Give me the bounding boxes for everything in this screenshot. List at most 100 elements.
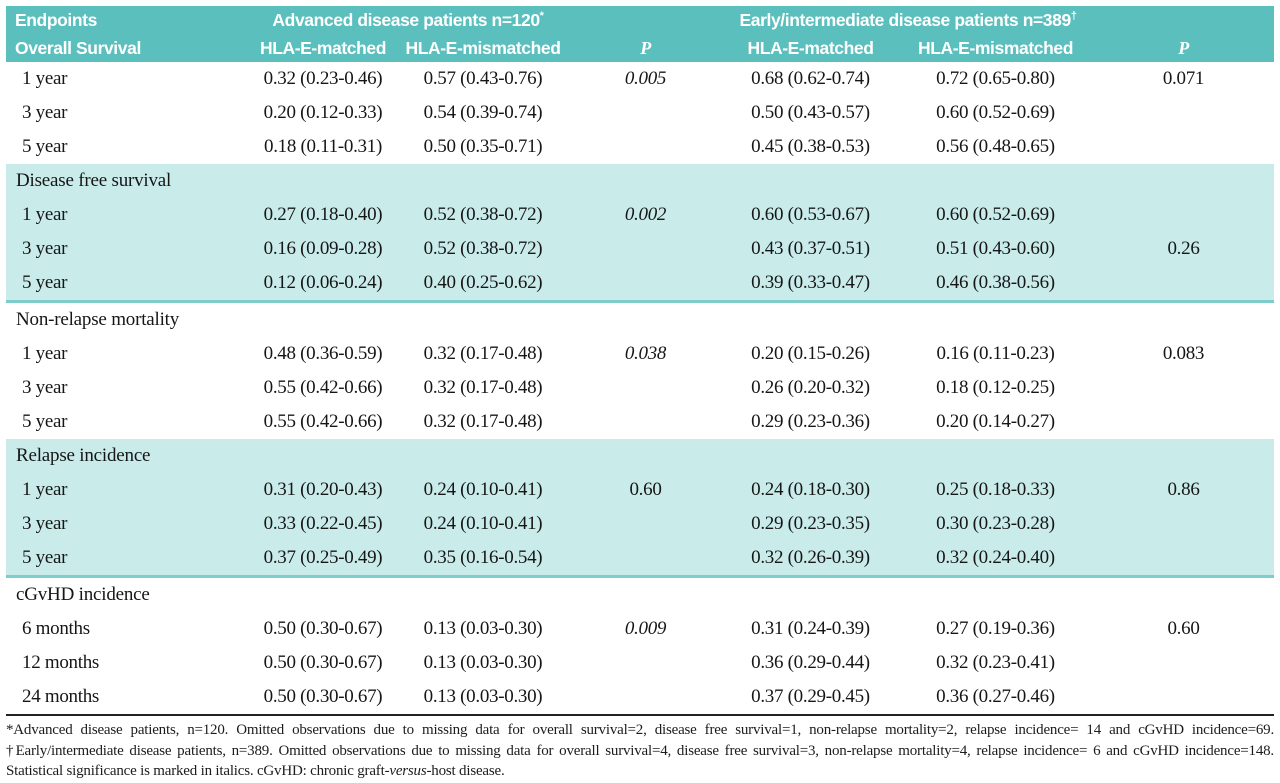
section-header-relapse-incidence: Relapse incidence bbox=[16, 445, 151, 466]
value-cell: 0.68 (0.62-0.74) bbox=[751, 68, 870, 89]
subheader-p-early: P bbox=[1178, 37, 1189, 58]
footnote-text: *Advanced disease patients, n=120. Omitt… bbox=[6, 722, 1274, 779]
table-row: 24 months 0.50 (0.30-0.67) 0.13 (0.03-0.30… bbox=[6, 680, 1274, 714]
table-row: 3 year 0.55 (0.42-0.66) 0.32 (0.17-0.48) 0.… bbox=[6, 371, 1274, 405]
value-cell: 0.13 (0.03-0.30) bbox=[423, 618, 543, 639]
value-cell: 0.20 (0.15-0.26) bbox=[751, 343, 870, 364]
header-endpoints: Endpoints bbox=[15, 9, 97, 30]
value-cell: 0.32 (0.24-0.40) bbox=[936, 547, 1055, 568]
section-header-non-relapse-mortality: Non-relapse mortality bbox=[16, 309, 180, 330]
value-cell: 0.35 (0.16-0.54) bbox=[423, 547, 543, 568]
value-cell: 0.27 (0.18-0.40) bbox=[263, 204, 383, 225]
value-cell: 0.54 (0.39-0.74) bbox=[423, 102, 543, 123]
value-cell: 0.13 (0.03-0.30) bbox=[423, 652, 543, 673]
p-value-cell: 0.26 bbox=[1167, 238, 1200, 259]
value-cell: 0.27 (0.19-0.36) bbox=[936, 618, 1055, 639]
header-group-advanced: Advanced disease patients n=120* bbox=[272, 9, 544, 30]
p-value-cell: 0.60 bbox=[1167, 618, 1200, 639]
value-cell: 0.40 (0.25-0.62) bbox=[423, 272, 543, 293]
row-label: 5 year bbox=[22, 411, 68, 432]
footnote-text-end: -host disease. bbox=[426, 763, 505, 779]
value-cell: 0.31 (0.24-0.39) bbox=[751, 618, 870, 639]
section-header-cgvhd-incidence: cGvHD incidence bbox=[16, 584, 150, 605]
value-cell: 0.50 (0.43-0.57) bbox=[751, 102, 870, 123]
value-cell: 0.36 (0.29-0.44) bbox=[751, 652, 870, 673]
table-row: 3 year 0.33 (0.22-0.45) 0.24 (0.10-0.41) 0.… bbox=[6, 507, 1274, 541]
value-cell: 0.51 (0.43-0.60) bbox=[936, 238, 1055, 259]
p-value-cell: 0.038 bbox=[624, 343, 667, 364]
subheader-matched-advanced: HLA-E-matched bbox=[259, 37, 387, 58]
value-cell: 0.55 (0.42-0.66) bbox=[263, 411, 383, 432]
value-cell: 0.32 (0.23-0.41) bbox=[936, 652, 1055, 673]
p-value-cell: 0.60 bbox=[629, 479, 662, 500]
footnote-marker-asterisk: * bbox=[539, 9, 544, 22]
section-relapse-incidence: Relapse incidence 1 year 0.31 (0.20-0.43) 0… bbox=[6, 439, 1274, 578]
row-label: 24 months bbox=[22, 686, 100, 707]
section-non-relapse-mortality: Non-relapse mortality 1 year 0.48 (0.36-0.… bbox=[6, 303, 1274, 439]
table-row: 1 year 0.32 (0.23-0.46) 0.57 (0.43-0.76) 0.… bbox=[6, 62, 1274, 96]
header-overall-survival: Overall Survival bbox=[15, 37, 141, 58]
value-cell: 0.52 (0.38-0.72) bbox=[423, 238, 543, 259]
table-row: 5 year 0.12 (0.06-0.24) 0.40 (0.25-0.62) 0.… bbox=[6, 266, 1274, 300]
value-cell: 0.32 (0.17-0.48) bbox=[423, 343, 543, 364]
value-cell: 0.20 (0.12-0.33) bbox=[263, 102, 383, 123]
p-value-cell: 0.083 bbox=[1162, 343, 1205, 364]
table-row: 3 year 0.16 (0.09-0.28) 0.52 (0.38-0.72) 0.… bbox=[6, 232, 1274, 266]
p-value-cell: 0.009 bbox=[624, 618, 667, 639]
value-cell: 0.50 (0.35-0.71) bbox=[423, 136, 543, 157]
value-cell: 0.31 (0.20-0.43) bbox=[263, 479, 383, 500]
section-cgvhd-incidence: cGvHD incidence 6 months 0.50 (0.30-0.67) 0… bbox=[6, 578, 1274, 714]
table-body: 1 year 0.32 (0.23-0.46) 0.57 (0.43-0.76) 0.… bbox=[6, 62, 1274, 714]
row-label: 1 year bbox=[22, 479, 68, 500]
table-row: 5 year 0.37 (0.25-0.49) 0.35 (0.16-0.54) 0.… bbox=[6, 541, 1274, 575]
value-cell: 0.29 (0.23-0.35) bbox=[751, 513, 870, 534]
table-row: 5 year 0.18 (0.11-0.31) 0.50 (0.35-0.71) 0.… bbox=[6, 130, 1274, 164]
value-cell: 0.43 (0.37-0.51) bbox=[751, 238, 870, 259]
value-cell: 0.50 (0.30-0.67) bbox=[263, 686, 383, 707]
value-cell: 0.18 (0.12-0.25) bbox=[936, 377, 1055, 398]
subheader-matched-early: HLA-E-matched bbox=[747, 37, 874, 58]
value-cell: 0.13 (0.03-0.30) bbox=[423, 686, 543, 707]
section-overall-survival: 1 year 0.32 (0.23-0.46) 0.57 (0.43-0.76) 0.… bbox=[6, 62, 1274, 164]
value-cell: 0.60 (0.52-0.69) bbox=[936, 102, 1055, 123]
p-value-cell: 0.002 bbox=[624, 204, 667, 225]
value-cell: 0.25 (0.18-0.33) bbox=[936, 479, 1055, 500]
p-value-cell: 0.86 bbox=[1167, 479, 1200, 500]
table-header: Endpoints Advanced disease patients n=12… bbox=[6, 6, 1274, 62]
row-label: 3 year bbox=[22, 377, 68, 398]
outcomes-table: Endpoints Advanced disease patients n=12… bbox=[6, 6, 1274, 782]
section-disease-free-survival: Disease free survival 1 year 0.27 (0.18-0.… bbox=[6, 164, 1274, 303]
row-label: 5 year bbox=[22, 547, 68, 568]
footnote-marker-dagger: † bbox=[1070, 9, 1077, 22]
value-cell: 0.12 (0.06-0.24) bbox=[263, 272, 383, 293]
value-cell: 0.56 (0.48-0.65) bbox=[936, 136, 1055, 157]
value-cell: 0.72 (0.65-0.80) bbox=[936, 68, 1055, 89]
value-cell: 0.29 (0.23-0.36) bbox=[751, 411, 870, 432]
value-cell: 0.32 (0.17-0.48) bbox=[423, 377, 543, 398]
table-row: 1 year 0.31 (0.20-0.43) 0.24 (0.10-0.41) 0.… bbox=[6, 473, 1274, 507]
value-cell: 0.52 (0.38-0.72) bbox=[423, 204, 543, 225]
table-row: 3 year 0.20 (0.12-0.33) 0.54 (0.39-0.74) 0.… bbox=[6, 96, 1274, 130]
value-cell: 0.60 (0.53-0.67) bbox=[751, 204, 870, 225]
value-cell: 0.33 (0.22-0.45) bbox=[263, 513, 383, 534]
value-cell: 0.32 (0.26-0.39) bbox=[751, 547, 870, 568]
value-cell: 0.37 (0.25-0.49) bbox=[263, 547, 383, 568]
subheader-mismatched-early: HLA-E-mismatched bbox=[917, 37, 1073, 58]
row-label: 6 months bbox=[22, 618, 90, 639]
table-row: 1 year 0.48 (0.36-0.59) 0.32 (0.17-0.48) 0.… bbox=[6, 337, 1274, 371]
row-label: 1 year bbox=[22, 343, 68, 364]
value-cell: 0.26 (0.20-0.32) bbox=[751, 377, 870, 398]
footnote-versus-italic: versus bbox=[389, 763, 427, 779]
value-cell: 0.36 (0.27-0.46) bbox=[936, 686, 1055, 707]
value-cell: 0.24 (0.18-0.30) bbox=[751, 479, 870, 500]
value-cell: 0.24 (0.10-0.41) bbox=[423, 479, 543, 500]
p-value-cell: 0.005 bbox=[624, 68, 667, 89]
value-cell: 0.16 (0.11-0.23) bbox=[936, 343, 1055, 364]
value-cell: 0.57 (0.43-0.76) bbox=[423, 68, 543, 89]
value-cell: 0.16 (0.09-0.28) bbox=[263, 238, 383, 259]
table-row: 6 months 0.50 (0.30-0.67) 0.13 (0.03-0.30)… bbox=[6, 612, 1274, 646]
row-label: 5 year bbox=[22, 136, 68, 157]
value-cell: 0.45 (0.38-0.53) bbox=[751, 136, 870, 157]
row-label: 3 year bbox=[22, 513, 68, 534]
